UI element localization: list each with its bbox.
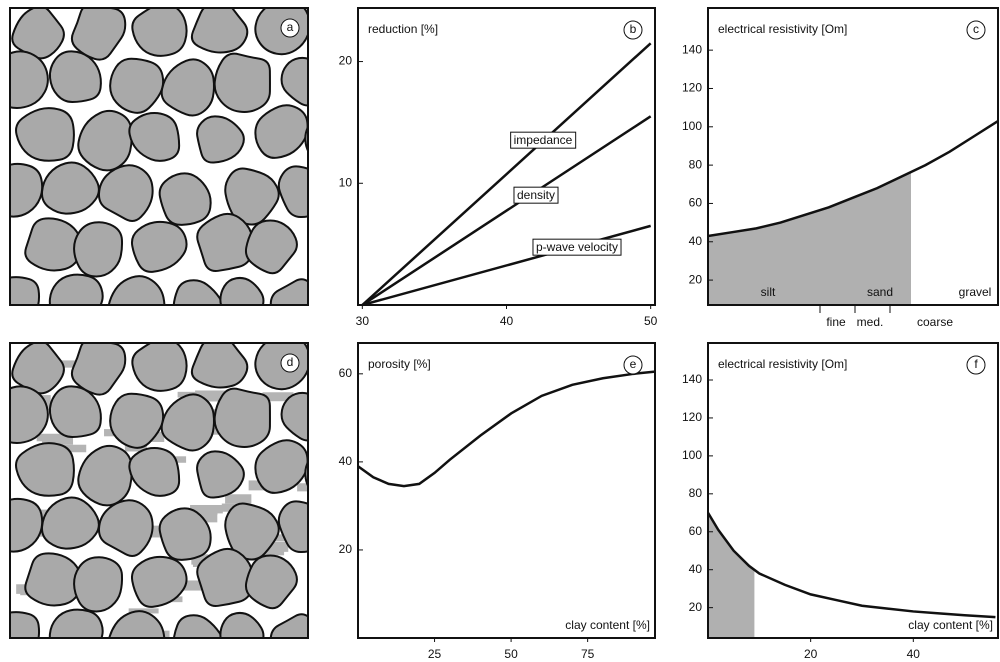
clay-fill xyxy=(37,434,63,442)
grain xyxy=(78,111,131,171)
x-tick-label: 50 xyxy=(504,647,518,661)
y-tick-label: 120 xyxy=(682,81,702,95)
grain xyxy=(110,59,163,113)
annotation: coarse xyxy=(917,315,953,329)
y-tick-label: 40 xyxy=(689,562,703,576)
figure: a d reduction [%] b 10 20 30 40 50 impedance den… xyxy=(0,0,1000,662)
x-tick-label: 50 xyxy=(644,314,658,328)
grain xyxy=(129,113,179,161)
grain xyxy=(215,54,270,112)
grain xyxy=(308,226,356,277)
grain xyxy=(282,58,328,106)
grain xyxy=(50,275,103,326)
y-tick-label: 140 xyxy=(682,42,702,56)
x-axis-label: clay content [%] xyxy=(908,618,993,632)
grain xyxy=(271,279,323,324)
y-tick-label: 120 xyxy=(682,410,702,424)
y-tick-label: 80 xyxy=(689,486,703,500)
y-tick-label: 100 xyxy=(682,448,702,462)
y-tick-label: 60 xyxy=(339,366,353,380)
grain xyxy=(255,105,307,158)
grain xyxy=(132,222,187,272)
y-tick-label: 40 xyxy=(339,454,353,468)
grain xyxy=(305,111,363,168)
grain xyxy=(220,278,263,323)
y-tick-label: 100 xyxy=(682,119,702,133)
x-tick-label: 75 xyxy=(581,647,595,661)
plot-frame xyxy=(358,343,655,638)
y-tick-label: 20 xyxy=(689,272,703,286)
line-label: p-wave velocity xyxy=(536,240,618,254)
annotation: sand xyxy=(867,285,893,299)
chart-title: reduction [%] xyxy=(368,22,438,36)
grain xyxy=(305,446,363,503)
y-tick-label: 10 xyxy=(339,175,353,189)
panel-label: b xyxy=(630,22,637,36)
grain xyxy=(132,3,186,56)
line-label: density xyxy=(517,188,555,202)
chart-title: electrical resistivity [Om] xyxy=(718,22,847,36)
grain xyxy=(279,501,335,552)
grain xyxy=(0,51,48,108)
grain xyxy=(160,173,211,224)
grain xyxy=(99,165,153,221)
grain xyxy=(0,277,39,328)
line-label: impedance xyxy=(514,133,573,147)
grain xyxy=(0,164,42,217)
annotation: fine xyxy=(826,315,846,329)
y-tick-label: 60 xyxy=(689,524,703,538)
grain xyxy=(197,214,253,271)
grain-illustration xyxy=(0,0,364,337)
grain xyxy=(308,561,356,612)
y-tick-label: 60 xyxy=(689,196,703,210)
panel-label: a xyxy=(287,20,294,34)
grain xyxy=(279,166,335,217)
shaded-area xyxy=(708,513,754,638)
panel-label: d xyxy=(287,355,294,369)
clay-fill xyxy=(225,494,251,503)
grain xyxy=(174,280,223,332)
grain xyxy=(108,276,165,337)
grain xyxy=(315,341,360,390)
x-tick-label: 40 xyxy=(907,647,921,661)
annotation: silt xyxy=(761,285,776,299)
y-tick-label: 20 xyxy=(339,54,353,68)
panel-label: c xyxy=(973,22,979,36)
grain xyxy=(246,220,297,273)
x-tick-label: 40 xyxy=(500,314,514,328)
x-tick-label: 30 xyxy=(356,314,370,328)
plot-frame xyxy=(358,8,655,305)
grain xyxy=(16,108,74,161)
y-tick-label: 20 xyxy=(689,600,703,614)
grain xyxy=(74,222,122,276)
data-line xyxy=(362,116,650,305)
panel-label: e xyxy=(630,357,637,371)
grain xyxy=(315,6,360,55)
grain xyxy=(74,557,122,611)
data-line xyxy=(358,372,655,486)
y-tick-label: 40 xyxy=(689,234,703,248)
chart-title: porosity [%] xyxy=(368,357,431,371)
grain xyxy=(50,610,103,661)
grain xyxy=(197,116,244,162)
annotation: med. xyxy=(857,315,884,329)
chart-title: electrical resistivity [Om] xyxy=(718,357,847,371)
grain xyxy=(162,59,214,115)
y-tick-label: 20 xyxy=(339,542,353,556)
annotation: gravel xyxy=(959,285,992,299)
y-tick-label: 140 xyxy=(682,372,702,386)
grain xyxy=(215,389,270,447)
x-tick-label: 20 xyxy=(804,647,818,661)
x-tick-label: 25 xyxy=(428,647,442,661)
grain-illustration xyxy=(0,334,364,662)
grain xyxy=(197,549,253,606)
grain xyxy=(72,5,125,60)
y-tick-label: 80 xyxy=(689,157,703,171)
grain xyxy=(42,162,99,213)
x-axis-label: clay content [%] xyxy=(565,618,650,632)
